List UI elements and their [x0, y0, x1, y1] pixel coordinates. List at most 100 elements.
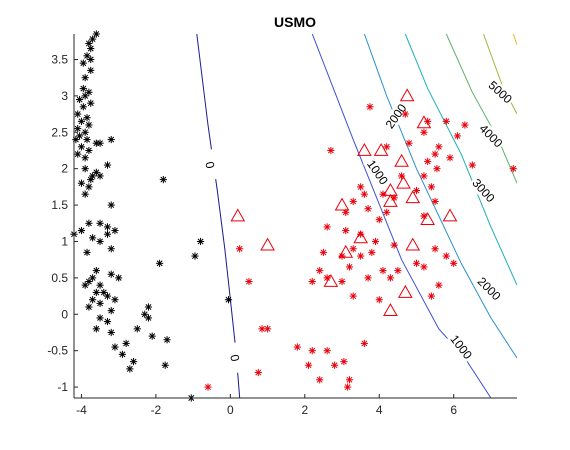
class-positive-point	[360, 339, 368, 347]
class-positive-point	[349, 245, 357, 253]
class-positive-point	[349, 292, 357, 300]
contour-label-bg	[468, 174, 499, 207]
support-vector-marker	[230, 208, 246, 222]
class-negative-point	[148, 332, 156, 340]
class-positive-point	[357, 230, 365, 238]
class-positive-point	[263, 325, 272, 333]
class-positive-point	[405, 139, 413, 147]
class-positive-point	[323, 347, 331, 355]
class-positive-point	[412, 259, 421, 267]
contour-label-0: 0	[227, 353, 242, 362]
class-positive-point	[327, 146, 335, 155]
class-positive-point	[420, 172, 428, 180]
class-positive-point	[308, 347, 316, 355]
class-positive-point	[461, 121, 469, 129]
class-positive-point	[319, 248, 328, 256]
class-positive-point	[258, 325, 266, 333]
class-positive-point	[446, 154, 454, 162]
class-positive-point	[304, 361, 313, 369]
class-positive-point	[420, 128, 428, 136]
class-positive-point	[368, 248, 376, 256]
class-negative-point	[79, 59, 87, 67]
class-negative-point	[96, 281, 104, 289]
class-negative-point	[122, 339, 130, 347]
contour-layer	[196, 34, 517, 398]
class-negative-point	[72, 135, 80, 144]
class-negative-point	[115, 274, 123, 282]
contour-line-6000	[512, 34, 517, 46]
class-positive-point	[420, 263, 428, 271]
class-positive-point	[427, 292, 435, 300]
y-tick-label: 0.5	[51, 271, 68, 285]
class-positive-point	[379, 267, 387, 275]
contour-label-bg	[381, 99, 411, 133]
support-vector-marker	[405, 237, 421, 251]
y-tick-label: 1	[61, 234, 68, 248]
class-negative-point	[103, 292, 112, 300]
support-vector-marker	[383, 303, 398, 317]
class-positive-point	[204, 383, 212, 391]
class-positive-point	[450, 259, 458, 267]
class-negative-point	[96, 237, 104, 246]
class-positive-point	[390, 241, 398, 249]
class-negative-point	[96, 172, 104, 180]
class-positive-point	[345, 376, 354, 384]
class-negative-point	[81, 165, 89, 173]
class-positive-point	[344, 383, 352, 391]
class-negative-point	[83, 248, 91, 256]
y-tick-label: 2.5	[51, 125, 68, 139]
class-positive-point	[316, 267, 324, 275]
class-negative-point	[75, 95, 84, 104]
class-negative-point	[92, 267, 100, 275]
class-negative-point	[163, 336, 171, 344]
class-positive-point	[453, 132, 462, 140]
class-negative-point	[156, 259, 164, 267]
class-negative-point	[77, 117, 86, 125]
class-negative-point	[79, 85, 87, 93]
class-negative-point	[83, 114, 91, 122]
class-negative-point	[77, 226, 86, 235]
class-negative-point	[77, 143, 86, 151]
class-positive-point	[412, 186, 421, 195]
contour-label-bg	[446, 330, 476, 364]
class-negative-point	[81, 281, 89, 289]
contour-line-4000	[445, 34, 517, 184]
support-vector-marker	[323, 274, 339, 287]
y-tick-label: 0	[61, 307, 68, 321]
contour-line-2000	[363, 34, 517, 359]
class-negative-point	[92, 30, 100, 38]
class-negative-point	[85, 219, 93, 227]
class-negative-point	[79, 103, 87, 111]
support-vector-marker	[394, 153, 409, 167]
class-negative-point	[81, 92, 89, 100]
contour-line-3000	[404, 34, 517, 286]
class-negative-point	[107, 270, 115, 278]
class-positive-point	[383, 143, 391, 151]
y-tick-label: -1	[57, 380, 68, 394]
class-positive-point	[401, 110, 409, 118]
class-positive-point	[360, 190, 368, 198]
class-positive-point	[375, 216, 383, 224]
x-tick-label: -2	[151, 403, 162, 417]
class-negative-point	[224, 296, 233, 304]
y-tick-label: 2	[61, 162, 68, 176]
class-positive-point	[371, 237, 380, 246]
contour-label-bg	[225, 341, 245, 374]
class-positive-point	[293, 343, 301, 351]
y-tick-label: 3.5	[51, 52, 68, 66]
class-negative-point	[196, 237, 205, 246]
y-tick-label: 3	[61, 89, 68, 103]
class-positive-point	[424, 157, 432, 165]
class-negative-point	[81, 128, 89, 136]
class-negative-point	[103, 230, 112, 238]
class-negative-point	[81, 154, 89, 162]
contour-label-bg	[484, 77, 517, 108]
class-positive-point	[254, 368, 262, 377]
class-positive-point	[435, 281, 443, 289]
class-positive-point	[386, 274, 395, 282]
contour-line-1000	[311, 34, 492, 398]
class-negative-point	[77, 179, 86, 187]
class-negative-point	[89, 296, 97, 304]
